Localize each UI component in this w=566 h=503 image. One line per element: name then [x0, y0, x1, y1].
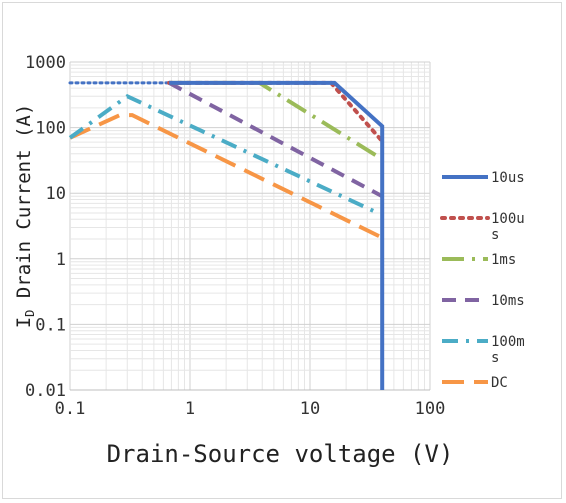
legend-label-line: 100u [491, 211, 525, 227]
legend-label-100ms: 100m s [491, 334, 525, 366]
series-line-100ms [68, 93, 377, 214]
series-line-10us [169, 80, 385, 390]
y-axis-title: ID Drain Current (A) [13, 104, 37, 329]
legend-label-1ms: 1ms [491, 252, 516, 268]
y-axis-title-main: Drain Current (A) [13, 104, 35, 310]
y-tick-label: 0.1 [35, 315, 66, 335]
y-tick-label: 0.01 [25, 381, 66, 401]
legend-label-10us: 10us [491, 170, 525, 186]
legend-label-line: s [491, 350, 499, 366]
y-axis-title-prefix: I [13, 317, 35, 328]
x-tick-label: 100 [415, 399, 446, 419]
grid [69, 61, 431, 391]
y-tick-label: 10 [46, 184, 66, 204]
series-line-10ms [168, 81, 384, 198]
legend-label-dc: DC [491, 375, 508, 391]
x-tick-label: 1 [185, 399, 195, 419]
legend-label-100us: 100u s [491, 211, 525, 243]
x-axis-title: Drain-Source voltage (V) [107, 440, 454, 468]
x-tick-label: 0.1 [55, 399, 86, 419]
legend-label-line: 100m [491, 334, 525, 350]
y-axis-title-subscript: D [23, 310, 37, 317]
y-tick-label: 100 [35, 119, 66, 139]
series-line-dc [69, 113, 384, 240]
legend-label-line: s [491, 227, 499, 243]
y-tick-label: 1000 [25, 53, 66, 73]
legend-label-10ms: 10ms [491, 293, 525, 309]
y-tick-label: 1 [56, 250, 66, 270]
series-layer [68, 80, 385, 390]
x-tick-label: 10 [300, 399, 320, 419]
